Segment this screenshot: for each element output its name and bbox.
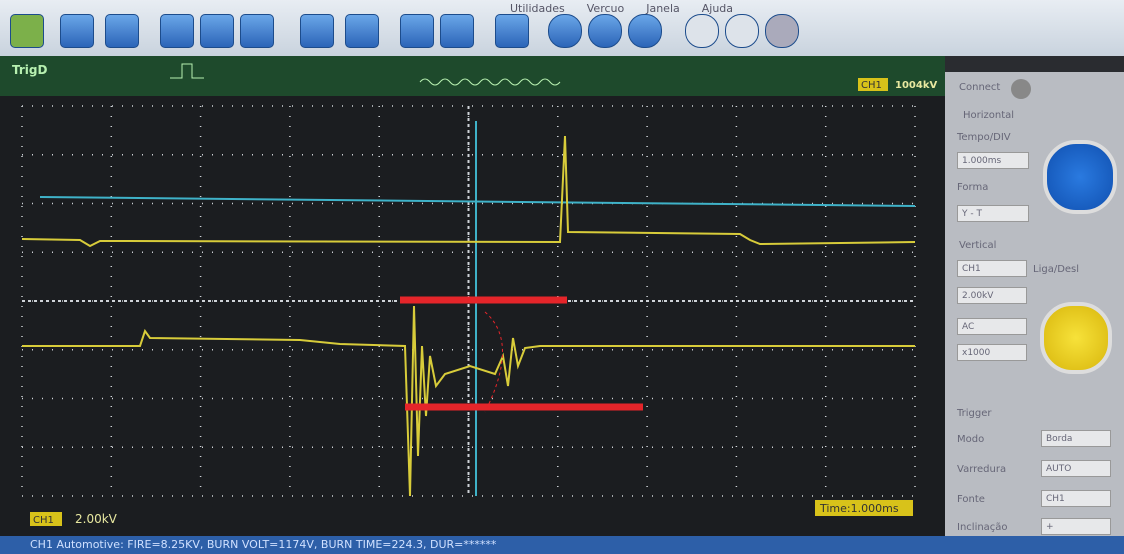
form-select[interactable]: Y - T (957, 205, 1029, 222)
probe-select[interactable]: x1000 (957, 344, 1027, 361)
source-select[interactable]: CH1 (1041, 490, 1111, 507)
trig-label: TrigD (12, 63, 47, 77)
tool-button[interactable] (440, 14, 474, 48)
tool-button[interactable] (400, 14, 434, 48)
tool-button[interactable] (725, 14, 759, 48)
field-label: Tempo/DIV (957, 132, 1011, 143)
toolbar: Utilidades Vercuo Janela Ajuda (0, 0, 1124, 56)
menu-item[interactable]: Janela (646, 2, 680, 15)
sweep-select[interactable]: AUTO (1041, 460, 1111, 477)
time-div-select[interactable]: 1.000ms (957, 152, 1029, 169)
scope-time: Time:1.000ms (819, 502, 899, 515)
field-label: Modo (957, 434, 984, 445)
field-label: Forma (957, 182, 988, 193)
coupling-select[interactable]: AC (957, 318, 1027, 335)
trigger-bar (0, 56, 945, 96)
slope-select[interactable]: + (1041, 518, 1111, 535)
section-label: Horizontal (963, 110, 1014, 121)
tool-button[interactable] (765, 14, 799, 48)
on-off[interactable]: Liga/Desl (1033, 264, 1079, 275)
page: Utilidades Vercuo Janela Ajuda TrigD CH1… (0, 0, 1124, 554)
tool-button[interactable] (10, 14, 44, 48)
scope: TrigD CH1 1004kV CH1 2.00kV Time:1.000ms (0, 56, 945, 536)
connect-label: Connect (959, 82, 1000, 93)
volts-knob[interactable] (1040, 302, 1112, 374)
tool-button[interactable] (345, 14, 379, 48)
tool-button[interactable] (60, 14, 94, 48)
scope-channel: CH1 (33, 515, 54, 526)
time-knob[interactable] (1043, 140, 1117, 214)
field-label: Varredura (957, 464, 1006, 475)
field-label: Fonte (957, 494, 985, 505)
tool-button[interactable] (200, 14, 234, 48)
connect-led[interactable] (1011, 79, 1031, 99)
control-panel: Connect Horizontal Tempo/DIV 1.000ms For… (945, 72, 1124, 542)
tool-button[interactable] (685, 14, 719, 48)
scope-volts: 2.00kV (75, 512, 118, 526)
tool-button[interactable] (160, 14, 194, 48)
ch-label: CH1 (861, 80, 882, 91)
tool-button[interactable] (105, 14, 139, 48)
tool-button[interactable] (548, 14, 582, 48)
field-label: Inclinação (957, 522, 1008, 533)
tool-button[interactable] (240, 14, 274, 48)
tool-button[interactable] (300, 14, 334, 48)
tool-button[interactable] (628, 14, 662, 48)
tool-button[interactable] (495, 14, 529, 48)
section-label: Vertical (959, 240, 996, 251)
scope-bg (0, 56, 945, 536)
volts-select[interactable]: 2.00kV (957, 287, 1027, 304)
trig-level: 1004kV (895, 80, 937, 91)
menu-item[interactable]: Ajuda (702, 2, 733, 15)
section-label: Trigger (957, 408, 992, 419)
status-bar: CH1 Automotive: FIRE=8.25KV, BURN VOLT=1… (0, 536, 1124, 554)
channel-select[interactable]: CH1 (957, 260, 1027, 277)
mode-select[interactable]: Borda (1041, 430, 1111, 447)
tool-button[interactable] (588, 14, 622, 48)
